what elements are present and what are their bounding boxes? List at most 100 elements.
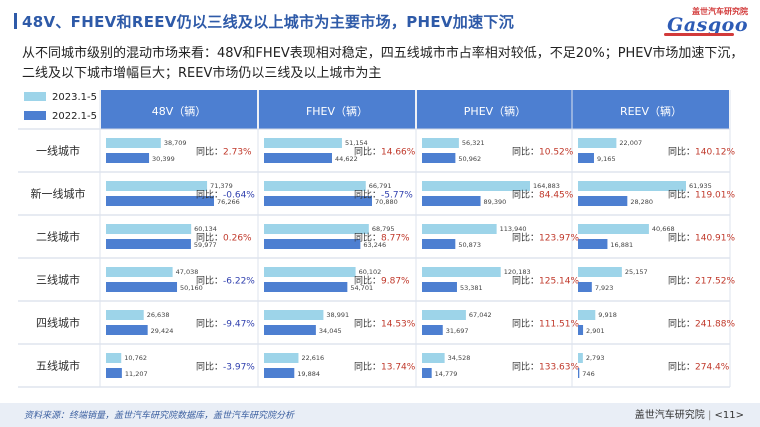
bar-2022: [422, 325, 443, 335]
bar-2022: [106, 196, 214, 206]
footer-org-name: 盖世汽车研究院: [634, 410, 705, 421]
panel-header-label: REEV（辆）: [620, 104, 682, 118]
bar-2022: [578, 282, 592, 292]
yoy-prefix: 同比：: [354, 189, 381, 201]
yoy-prefix: 同比：: [512, 189, 539, 201]
footer-bar: [0, 403, 760, 427]
yoy-label: 同比：9.87%: [354, 275, 410, 287]
category-label: 三线城市: [36, 273, 80, 287]
bar-2022: [422, 239, 456, 249]
bar-2023: [422, 353, 445, 363]
value-label-2022: 746: [582, 370, 594, 378]
bar-2023: [578, 353, 583, 363]
yoy-label: 同比：13.74%: [354, 361, 416, 373]
legend-swatch: [24, 92, 46, 101]
value-label-2022: 19,884: [297, 370, 320, 378]
yoy-prefix: 同比：: [354, 146, 381, 158]
footer-org: 盖世汽车研究院 | <11>: [634, 410, 744, 421]
value-label-2023: 66,791: [369, 182, 392, 190]
yoy-value: -9.47%: [223, 320, 255, 330]
yoy-value: 2.73%: [223, 148, 252, 158]
yoy-label: 同比：14.66%: [354, 146, 416, 158]
value-label-2023: 40,668: [652, 225, 675, 233]
value-label-2023: 61,935: [689, 182, 712, 190]
bar-2023: [422, 310, 466, 320]
legend-label: 2022.1-5: [52, 111, 97, 122]
yoy-label: 同比：-5.77%: [354, 189, 413, 201]
value-label-2022: 44,622: [335, 155, 358, 163]
value-label-2023: 2,793: [586, 354, 605, 362]
yoy-value: -5.77%: [381, 191, 413, 201]
yoy-prefix: 同比：: [668, 275, 695, 287]
bar-2022: [578, 153, 594, 163]
legend-label: 2023.1-5: [52, 92, 97, 103]
value-label-2023: 120,183: [504, 268, 531, 276]
bar-2022: [264, 153, 332, 163]
logo-caption: 盖世汽车研究院: [692, 7, 748, 16]
yoy-value: 13.74%: [381, 363, 416, 373]
value-label-2023: 22,007: [619, 139, 642, 147]
yoy-label: 同比：274.4%: [668, 361, 730, 373]
value-label-2023: 60,134: [194, 225, 217, 233]
yoy-value: 10.52%: [539, 148, 574, 158]
yoy-label: 同比：111.51%: [512, 318, 580, 330]
value-label-2022: 16,881: [610, 241, 633, 249]
yoy-prefix: 同比：: [196, 232, 223, 244]
yoy-label: 同比：84.45%: [512, 189, 574, 201]
bar-2022: [106, 153, 150, 163]
bar-2022: [106, 282, 178, 292]
value-label-2023: 38,991: [326, 311, 349, 319]
bar-2022: [578, 196, 628, 206]
yoy-prefix: 同比：: [668, 189, 695, 201]
yoy-prefix: 同比：: [512, 318, 539, 330]
yoy-label: 同比：14.53%: [354, 318, 416, 330]
yoy-prefix: 同比：: [668, 232, 695, 244]
value-label-2023: 68,795: [372, 225, 395, 233]
panel-header-label: FHEV（辆）: [306, 104, 368, 118]
page-number: <11>: [714, 410, 744, 421]
value-label-2023: 164,883: [533, 182, 560, 190]
yoy-value: 0.26%: [223, 234, 252, 244]
yoy-value: 241.88%: [695, 320, 735, 330]
yoy-value: -6.22%: [223, 277, 255, 287]
yoy-label: 同比：2.73%: [196, 146, 252, 158]
panel-header-bg: [259, 90, 415, 129]
yoy-prefix: 同比：: [668, 361, 695, 373]
yoy-label: 同比：8.77%: [354, 232, 410, 244]
bar-2023: [106, 138, 161, 148]
yoy-value: 84.45%: [539, 191, 574, 201]
bar-2023: [106, 181, 208, 191]
yoy-prefix: 同比：: [668, 146, 695, 158]
value-label-2023: 10,762: [124, 354, 147, 362]
value-label-2023: 47,038: [176, 268, 199, 276]
yoy-prefix: 同比：: [354, 318, 381, 330]
bar-2023: [578, 138, 617, 148]
bar-2023: [106, 353, 122, 363]
value-label-2022: 50,873: [458, 241, 481, 249]
yoy-label: 同比：140.91%: [668, 232, 736, 244]
category-label: 新一线城市: [31, 187, 86, 201]
bar-2023: [264, 138, 342, 148]
value-label-2022: 30,399: [152, 155, 175, 163]
yoy-label: 同比：0.26%: [196, 232, 252, 244]
bar-2023: [264, 267, 356, 277]
value-label-2023: 71,379: [210, 182, 233, 190]
value-label-2023: 38,709: [164, 139, 187, 147]
value-label-2022: 63,246: [363, 241, 386, 249]
value-label-2022: 7,923: [595, 284, 614, 292]
yoy-label: 同比：123.97%: [512, 232, 580, 244]
bar-2022: [264, 196, 372, 206]
gasgoo-logo: 盖世汽车研究院 Gasgoo: [650, 6, 748, 40]
value-label-2022: 50,962: [458, 155, 481, 163]
value-label-2022: 11,207: [125, 370, 148, 378]
bar-2023: [422, 181, 530, 191]
yoy-value: -3.97%: [223, 363, 255, 373]
yoy-value: 274.4%: [695, 363, 730, 373]
bar-2022: [264, 239, 361, 249]
value-label-2022: 53,381: [460, 284, 483, 292]
yoy-prefix: 同比：: [196, 275, 223, 287]
value-label-2023: 26,638: [147, 311, 170, 319]
page-subtitle: 从不同城市级别的混动市场来看：48V和FHEV表现相对稳定，四五线城市市占率相对…: [22, 46, 744, 81]
value-label-2023: 67,042: [469, 311, 492, 319]
